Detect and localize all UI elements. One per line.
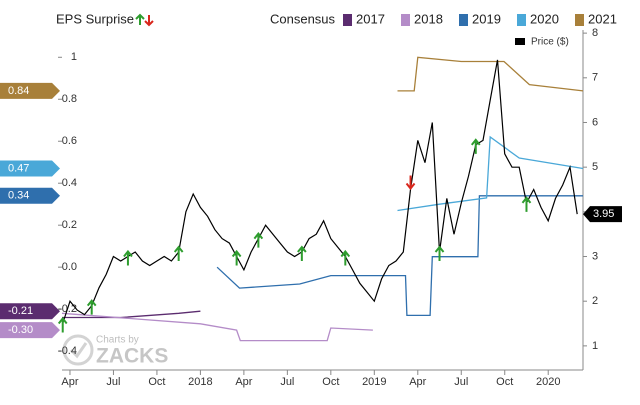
- watermark-check: [69, 342, 88, 359]
- x-tick-label: Jul: [454, 376, 468, 388]
- surprise-arrow: [297, 245, 307, 262]
- y-tick-label: 1: [71, 51, 77, 63]
- consensus-tag-label: -0.21: [8, 305, 33, 317]
- x-tick-label: 2020: [536, 376, 560, 388]
- legend-swatch: [459, 14, 468, 26]
- watermark-brand: ZACKS: [96, 345, 168, 368]
- y-tick-label: 0.4: [62, 177, 77, 189]
- surprise-arrow: [434, 245, 445, 262]
- consensus-tag: [0, 322, 60, 339]
- watermark: Charts by ZACKS: [62, 334, 168, 368]
- consensus-tag-label: 0.47: [8, 162, 29, 174]
- consensus-tag-label: -0.30: [8, 324, 33, 336]
- legend-label: 2020: [530, 11, 559, 26]
- legend-up-arrow: [135, 13, 145, 25]
- price-tag: [583, 206, 622, 223]
- y2-tick-label: 8: [592, 27, 598, 39]
- consensus-tag: [0, 160, 60, 177]
- x-tick-label: Jul: [106, 376, 120, 388]
- surprise-arrow: [123, 249, 133, 266]
- legend-down-arrow: [144, 15, 154, 27]
- legend-swatch: [343, 14, 352, 26]
- legend-swatch: [517, 14, 526, 26]
- consensus-tag: [0, 303, 60, 320]
- y2-tick-label: 6: [592, 116, 598, 128]
- surprise-arrow: [521, 196, 532, 212]
- surprise-arrow: [253, 232, 264, 248]
- x-tick-label: Apr: [235, 376, 252, 388]
- x-tick-label: Oct: [496, 376, 513, 388]
- consensus-line: [397, 56, 584, 92]
- consensus-tag: [0, 187, 60, 204]
- surprise-arrow: [405, 175, 416, 191]
- legend-swatch: [401, 14, 410, 26]
- x-tick-label: Oct: [322, 376, 339, 388]
- consensus-tag-label: 0.84: [8, 85, 29, 97]
- legend-label: 2017: [356, 11, 385, 26]
- watermark-logo: [62, 334, 94, 366]
- surprise-arrow: [86, 299, 97, 315]
- legend-label: Price ($): [531, 37, 569, 48]
- consensus-line: [216, 195, 583, 317]
- x-tick-label: Apr: [409, 376, 426, 388]
- consensus-line: [61, 312, 373, 342]
- surprise-arrow: [57, 316, 68, 333]
- consensus-tag-label: 0.34: [8, 190, 29, 202]
- y2-tick-label: 3: [592, 250, 598, 262]
- legend-swatch: [575, 14, 584, 26]
- y2-tick-label: 1: [592, 340, 598, 352]
- legend-title: Consensus: [270, 11, 336, 26]
- legend-swatch: [515, 38, 525, 45]
- price-tag-label: 3.95: [593, 208, 614, 220]
- y2-tick-label: 5: [592, 161, 598, 173]
- consensus-tag: [0, 82, 60, 99]
- x-tick-label: Jul: [280, 376, 294, 388]
- surprise-arrow: [470, 138, 481, 154]
- x-tick-label: 2018: [188, 376, 212, 388]
- surprise-label: EPS Surprise: [56, 11, 134, 26]
- price-line: [62, 59, 578, 324]
- y2-tick-label: 7: [592, 72, 598, 84]
- surprise-arrow: [173, 245, 184, 262]
- surprise-arrow: [340, 249, 351, 266]
- y-tick-label: 0.8: [62, 93, 77, 105]
- y2-tick-label: 2: [592, 295, 598, 307]
- consensus-line: [62, 310, 201, 319]
- y-tick-label: 0.0: [62, 261, 77, 273]
- x-tick-label: Apr: [61, 376, 78, 388]
- y-tick-label: 0.6: [62, 135, 77, 147]
- watermark-text: Charts by: [96, 335, 139, 346]
- legend-label: 2018: [414, 11, 443, 26]
- legend-label: 2019: [472, 11, 501, 26]
- y-tick-label: 0.2: [62, 219, 77, 231]
- consensus-line: [397, 135, 584, 212]
- legend-label: 2021: [588, 11, 617, 26]
- y-tick-label: -0.4: [58, 345, 77, 357]
- x-tick-label: 2019: [362, 376, 386, 388]
- surprise-arrow: [231, 249, 242, 266]
- x-tick-label: Oct: [148, 376, 165, 388]
